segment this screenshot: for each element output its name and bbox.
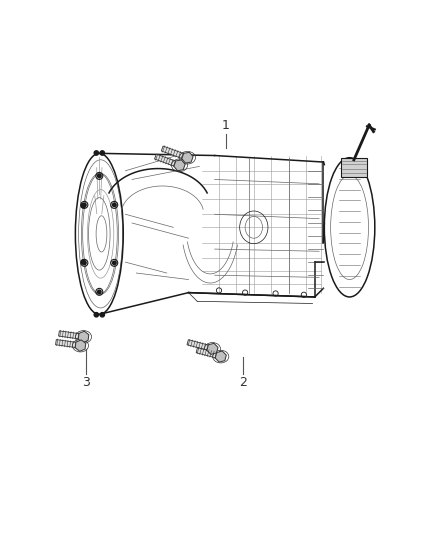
Polygon shape [59, 331, 84, 340]
Circle shape [83, 203, 86, 207]
Circle shape [94, 151, 99, 155]
Polygon shape [78, 331, 89, 343]
Circle shape [100, 151, 104, 155]
FancyBboxPatch shape [341, 158, 367, 177]
Polygon shape [161, 146, 188, 160]
Circle shape [94, 312, 99, 317]
Circle shape [81, 204, 85, 208]
Circle shape [81, 260, 85, 264]
Text: 3: 3 [82, 376, 90, 389]
Circle shape [100, 312, 104, 317]
Polygon shape [196, 348, 222, 359]
Circle shape [113, 203, 116, 207]
Circle shape [83, 261, 86, 264]
Polygon shape [187, 340, 213, 351]
Polygon shape [207, 343, 218, 354]
Text: 2: 2 [239, 376, 247, 389]
Circle shape [98, 290, 101, 294]
Circle shape [113, 261, 116, 264]
Polygon shape [215, 351, 226, 362]
Polygon shape [182, 152, 193, 163]
Text: 1: 1 [222, 119, 230, 133]
Polygon shape [75, 340, 86, 351]
Circle shape [98, 174, 101, 177]
Polygon shape [174, 160, 185, 171]
Polygon shape [155, 154, 180, 168]
Polygon shape [56, 340, 81, 348]
